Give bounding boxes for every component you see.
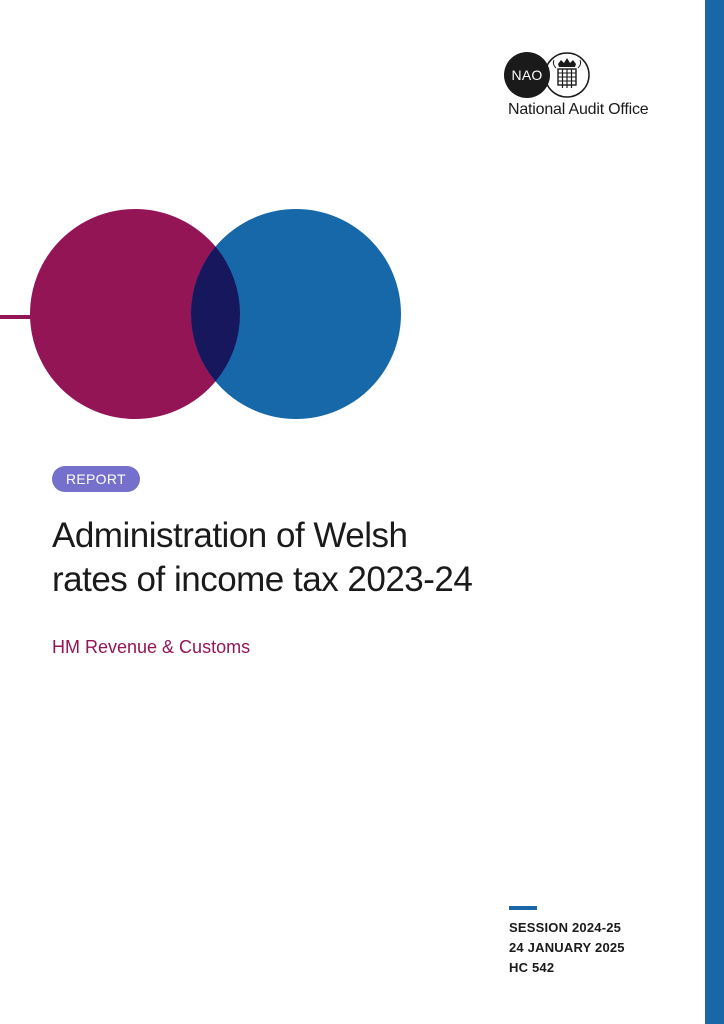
session-info: SESSION 2024-25 24 JANUARY 2025 HC 542 [509, 918, 625, 978]
session-label: SESSION 2024-25 [509, 920, 622, 935]
report-title-line-1: Administration of Welsh [52, 516, 408, 555]
department-name: HM Revenue & Customs [52, 637, 251, 657]
portcullis-crest-icon [544, 52, 590, 98]
cover-circles-graphic [0, 209, 401, 419]
hc-number: HC 542 [509, 960, 555, 975]
right-edge-stripe [705, 0, 724, 1024]
nao-logo: NAO National Audit Office [504, 52, 684, 122]
circles-overlap [190, 246, 240, 382]
report-title: Administration of Welsh rates of income … [52, 514, 572, 602]
publication-date: 24 JANUARY 2025 [509, 940, 625, 955]
session-rule [509, 906, 537, 910]
organisation-name: National Audit Office [508, 101, 649, 118]
report-type-badge: REPORT [52, 466, 140, 492]
report-title-line-2: rates of income tax 2023-24 [52, 560, 473, 599]
magenta-circle [30, 209, 240, 419]
blue-circle [191, 209, 401, 419]
logo-mark: NAO [504, 52, 590, 98]
nao-abbr-badge: NAO [504, 52, 550, 98]
